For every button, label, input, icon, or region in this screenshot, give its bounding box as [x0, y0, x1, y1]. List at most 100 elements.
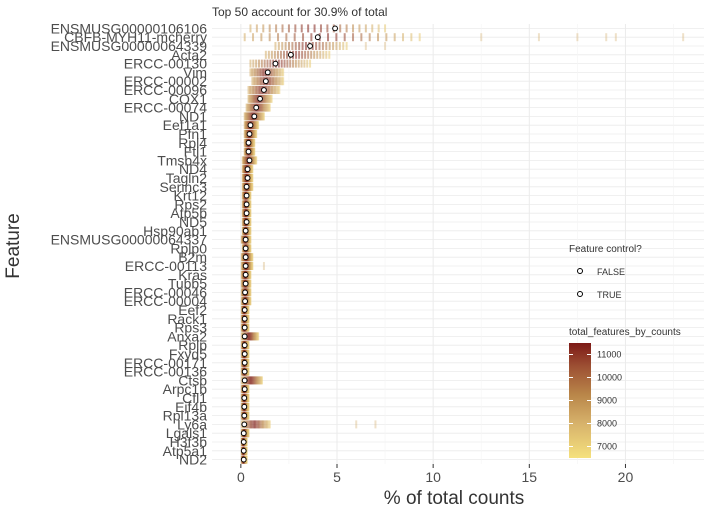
feature-row — [241, 191, 252, 200]
x-tick-label: 0 — [237, 469, 245, 485]
cell-tick — [254, 94, 257, 103]
cell-tick — [255, 77, 258, 86]
feature-row — [240, 402, 250, 411]
cell-tick — [265, 103, 268, 112]
cell-tick — [267, 94, 270, 103]
feature-row — [243, 130, 258, 138]
cell-tick — [326, 24, 329, 33]
feature-label: ND5 — [179, 214, 207, 230]
plot-panel — [212, 24, 704, 464]
mean-point — [242, 236, 249, 243]
cell-tick — [272, 86, 275, 94]
cell-tick — [266, 103, 269, 112]
cell-tick — [335, 42, 338, 50]
cell-tick — [281, 42, 284, 50]
mean-point — [246, 131, 253, 137]
feature-label: Anxa2 — [167, 328, 207, 344]
cell-tick — [310, 50, 313, 59]
cell-tick — [248, 103, 251, 112]
chart-title: Top 50 account for 30.9% of total — [212, 5, 387, 19]
cell-tick — [266, 420, 269, 429]
legend-true-symbol — [577, 291, 583, 297]
cell-tick — [274, 42, 277, 50]
mean-point — [242, 227, 249, 234]
feature-label: ERCC-00002 — [124, 73, 207, 89]
feature-label: Rpl13a — [163, 408, 208, 424]
colorbar-label: 11000 — [597, 350, 621, 360]
feature-row — [240, 385, 250, 394]
cell-tick — [273, 86, 276, 94]
cell-tick — [255, 420, 258, 429]
feature-row — [240, 420, 377, 429]
feature-row — [240, 446, 248, 455]
feature-row — [240, 235, 252, 244]
feature-label: Tagln2 — [166, 170, 207, 186]
feature-row — [240, 323, 250, 332]
feature-row — [240, 279, 252, 288]
cell-tick — [253, 94, 256, 103]
cell-tick — [269, 68, 272, 77]
feature-row — [245, 103, 271, 112]
cell-tick — [304, 42, 307, 50]
mean-point — [241, 412, 248, 419]
cell-tick — [270, 86, 273, 94]
mean-point — [242, 254, 249, 261]
cell-tick — [393, 33, 396, 42]
cell-tick — [260, 68, 263, 77]
cell-tick — [243, 33, 246, 42]
cell-tick — [294, 24, 297, 33]
cell-tick — [281, 24, 284, 33]
cell-tick — [345, 42, 348, 50]
cell-tick — [254, 86, 257, 94]
cell-tick-outlier — [682, 33, 685, 42]
cell-tick — [285, 33, 288, 42]
cell-tick — [402, 33, 405, 42]
cell-tick — [298, 50, 301, 59]
cell-tick — [249, 86, 252, 94]
feature-row — [241, 209, 252, 218]
x-axis-title: % of total counts — [384, 488, 524, 509]
colorbar-label: 10000 — [597, 373, 622, 383]
cell-tick — [247, 86, 250, 94]
cell-tick — [262, 420, 265, 429]
cell-tick — [284, 42, 287, 50]
legend-true-label: TRUE — [597, 290, 622, 300]
cell-tick — [263, 59, 266, 68]
cell-tick — [368, 33, 371, 42]
mean-point — [243, 183, 250, 190]
cell-tick — [313, 24, 316, 33]
data-marks — [240, 24, 685, 464]
cell-tick — [277, 77, 280, 86]
cell-tick — [273, 77, 276, 86]
cell-tick — [280, 59, 283, 68]
legend-shape: Feature control? FALSE TRUE — [569, 244, 642, 300]
feature-label: Rps3 — [174, 320, 207, 336]
cell-tick — [249, 270, 252, 279]
mean-point — [241, 315, 248, 322]
cell-tick — [279, 50, 282, 59]
feature-row — [240, 297, 252, 306]
cell-tick-outlier — [605, 33, 608, 42]
feature-label: ERCC-00046 — [124, 284, 207, 300]
feature-label: CBFB-MYH11-mcherry — [64, 29, 207, 45]
cell-tick — [321, 42, 324, 50]
feature-row — [264, 50, 331, 59]
feature-label: Acta2 — [171, 47, 207, 63]
feature-row — [240, 358, 250, 367]
cell-tick — [271, 77, 274, 86]
cell-tick — [249, 200, 252, 209]
mean-point — [243, 192, 250, 199]
feature-row — [240, 341, 250, 350]
cell-tick — [253, 138, 256, 147]
mean-point — [244, 175, 251, 181]
mean-point — [261, 87, 267, 93]
cell-tick — [264, 94, 267, 103]
feature-row — [243, 33, 685, 42]
mean-point — [242, 289, 248, 296]
cell-tick — [255, 94, 258, 103]
cell-tick — [316, 50, 319, 59]
feature-row — [240, 376, 263, 385]
cell-tick — [252, 420, 255, 429]
mean-point — [240, 447, 247, 454]
feature-row — [240, 314, 250, 323]
